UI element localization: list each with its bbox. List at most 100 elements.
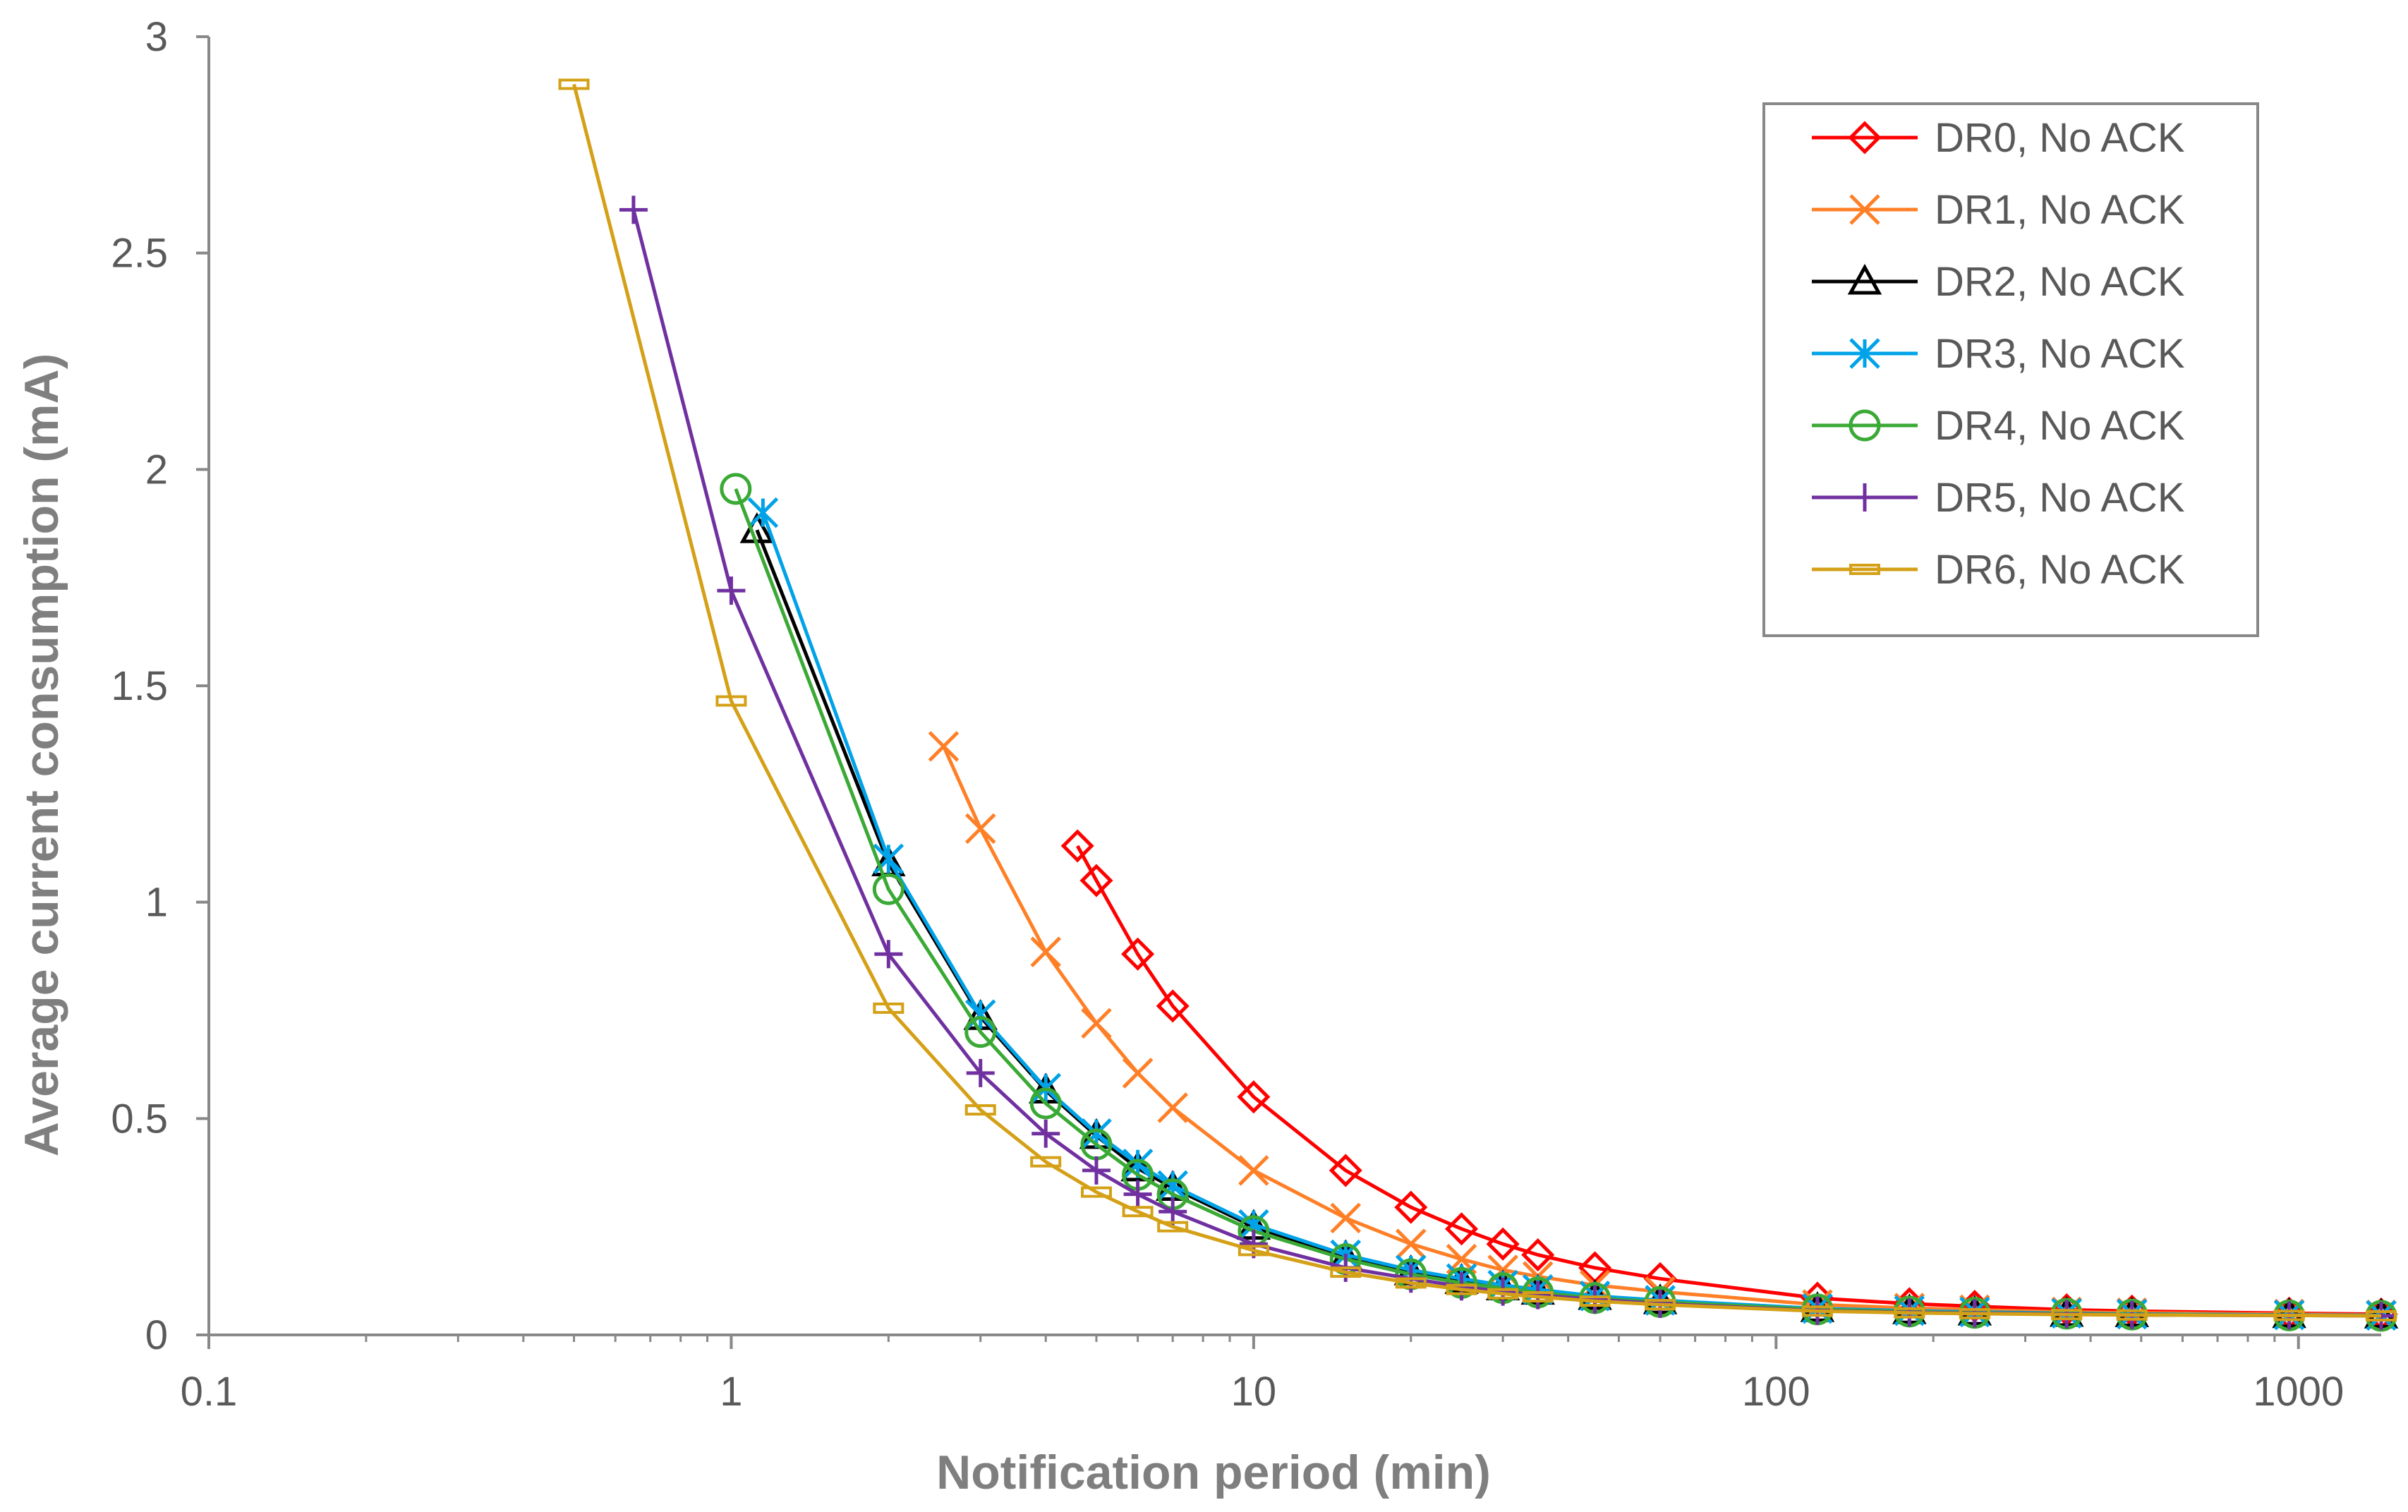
legend-label: DR6, No ACK: [1935, 547, 2185, 593]
data-point: [1122, 1206, 1154, 1218]
data-point: [1121, 937, 1155, 971]
x-tick-label: 0.1: [181, 1369, 238, 1415]
data-point: [715, 695, 747, 707]
data-point: [1330, 1202, 1362, 1234]
x-axis-title: Notification period (min): [936, 1446, 1491, 1499]
legend-item: DR6, No ACK: [1812, 547, 2185, 593]
legend-label: DR2, No ACK: [1935, 259, 2185, 305]
data-point: [1029, 1087, 1062, 1120]
data-point: [1521, 1238, 1555, 1272]
legend-marker: [1849, 338, 1880, 369]
data-point: [1487, 1288, 1519, 1300]
data-point: [1158, 1197, 1187, 1226]
legend-marker: [1849, 564, 1880, 575]
data-point: [1894, 1307, 1925, 1319]
data-point: [1082, 1156, 1111, 1185]
data-point: [1395, 1277, 1427, 1289]
legend-item: DR4, No ACK: [1812, 403, 2185, 449]
y-tick-label: 1: [145, 880, 168, 926]
legend-marker: [1849, 194, 1880, 225]
data-point: [873, 1002, 904, 1014]
data-point: [2051, 1309, 2083, 1321]
x-tick-label: 1: [720, 1369, 742, 1415]
legend-marker: [1847, 263, 1882, 295]
legend-marker: [1848, 121, 1882, 155]
x-tick-label: 100: [1742, 1369, 1810, 1415]
series-2: [739, 512, 2399, 1329]
data-point: [2366, 1310, 2397, 1322]
data-point: [964, 813, 996, 845]
y-tick-label: 2.5: [111, 231, 168, 277]
data-point: [1801, 1305, 1833, 1317]
data-point: [1395, 1228, 1427, 1259]
data-point: [2116, 1309, 2148, 1321]
data-point: [1081, 1008, 1112, 1039]
legend-marker: [1849, 409, 1881, 442]
data-point: [558, 78, 590, 90]
legend-item: DR1, No ACK: [1812, 187, 2185, 233]
data-point: [1444, 1212, 1479, 1246]
data-point: [2273, 1310, 2305, 1322]
series-1: [928, 731, 2397, 1331]
legend: DR0, No ACK DR1, No ACK DR2, No ACK DR3, No…: [1762, 102, 2259, 637]
data-point: [1330, 1266, 1362, 1278]
legend-item: DR0, No ACK: [1812, 115, 2185, 161]
legend-label: DR0, No ACK: [1935, 115, 2185, 161]
axes: 0 0.5 1 1.5 2 2.5 3 0.1 1 10 100 1000: [111, 14, 2381, 1415]
data-point: [1959, 1307, 1990, 1319]
data-point: [1080, 1186, 1112, 1198]
legend-label: DR1, No ACK: [1935, 187, 2185, 233]
y-tick-label: 0.5: [111, 1096, 168, 1142]
series-line: [1076, 845, 2382, 1317]
legend-item: DR2, No ACK: [1812, 259, 2185, 305]
data-point: [1157, 1221, 1189, 1233]
data-point: [1122, 1058, 1154, 1089]
data-point: [1157, 1092, 1188, 1123]
data-point: [1123, 1180, 1152, 1209]
data-point: [1030, 1156, 1062, 1168]
data-point: [1060, 829, 1094, 863]
legend-marker: [1851, 483, 1879, 512]
data-point: [717, 576, 746, 605]
data-point: [1486, 1227, 1520, 1261]
x-tick-label: 1000: [2253, 1369, 2344, 1415]
data-point: [964, 1016, 997, 1048]
x-tick-label: 10: [1231, 1369, 1277, 1415]
data-point: [1579, 1295, 1611, 1307]
data-point: [1079, 864, 1113, 897]
data-point: [1031, 1119, 1060, 1148]
y-tick-label: 0: [145, 1312, 168, 1358]
legend-label: DR5, No ACK: [1935, 475, 2185, 521]
legend-box: [1762, 102, 2259, 637]
series-6: [558, 78, 2397, 1322]
y-tick-label: 1.5: [111, 663, 168, 709]
data-point: [720, 473, 752, 505]
y-tick-label: 2: [145, 447, 168, 492]
data-point: [928, 731, 960, 762]
data-point: [1238, 1155, 1269, 1186]
data-point: [1238, 1245, 1269, 1257]
data-point: [872, 873, 904, 905]
data-point: [747, 497, 779, 528]
data-point: [1237, 1080, 1271, 1114]
data-point: [1030, 936, 1061, 967]
data-point: [1329, 1154, 1362, 1187]
series-layer: [558, 78, 2399, 1332]
data-point: [874, 940, 903, 969]
series-line: [755, 529, 2382, 1317]
data-point: [964, 1104, 996, 1116]
data-point: [1394, 1190, 1428, 1224]
legend-label: DR4, No ACK: [1935, 403, 2185, 449]
y-axis-title: Average current consumption (mA): [15, 353, 68, 1157]
data-point: [1522, 1291, 1554, 1303]
legend-item: DR3, No ACK: [1812, 331, 2185, 377]
legend-label: DR3, No ACK: [1935, 331, 2185, 377]
data-point: [966, 1058, 995, 1087]
data-point: [619, 195, 648, 224]
data-point: [1156, 989, 1190, 1023]
data-point: [964, 999, 996, 1030]
data-point: [1645, 1299, 1676, 1311]
legend-item: DR5, No ACK: [1812, 475, 2185, 521]
y-tick-label: 3: [145, 14, 168, 60]
